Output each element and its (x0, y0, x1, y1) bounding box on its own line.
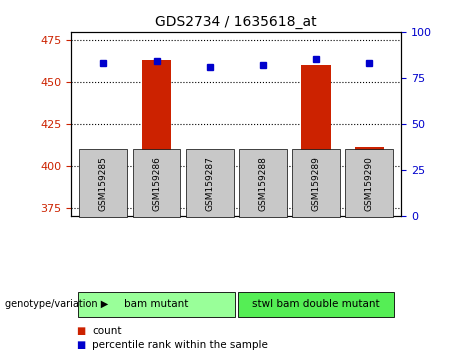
Text: ■: ■ (76, 326, 85, 336)
Bar (133, 149, 180, 217)
Text: stwl bam double mutant: stwl bam double mutant (252, 299, 380, 309)
Text: count: count (92, 326, 122, 336)
Text: percentile rank within the sample: percentile rank within the sample (92, 340, 268, 350)
Text: GSM159285: GSM159285 (99, 156, 108, 211)
Title: GDS2734 / 1635618_at: GDS2734 / 1635618_at (155, 16, 317, 29)
Text: bam mutant: bam mutant (124, 299, 189, 309)
Bar (79, 149, 127, 217)
Bar (248, 169, 278, 216)
Bar (292, 149, 340, 217)
Bar (238, 292, 394, 317)
Text: GSM159287: GSM159287 (205, 156, 214, 211)
Text: ■: ■ (76, 340, 85, 350)
Text: GSM159286: GSM159286 (152, 156, 161, 211)
Bar (301, 65, 331, 216)
Text: GSM159290: GSM159290 (365, 156, 374, 211)
Text: GSM159288: GSM159288 (258, 156, 267, 211)
Bar (89, 152, 118, 216)
Bar (78, 292, 235, 317)
Bar (345, 149, 393, 217)
Text: GSM159289: GSM159289 (312, 156, 320, 211)
Bar (355, 147, 384, 216)
Bar (186, 149, 234, 217)
Bar (195, 194, 225, 216)
Text: genotype/variation ▶: genotype/variation ▶ (5, 298, 108, 309)
Bar (142, 60, 171, 216)
Bar (239, 149, 287, 217)
